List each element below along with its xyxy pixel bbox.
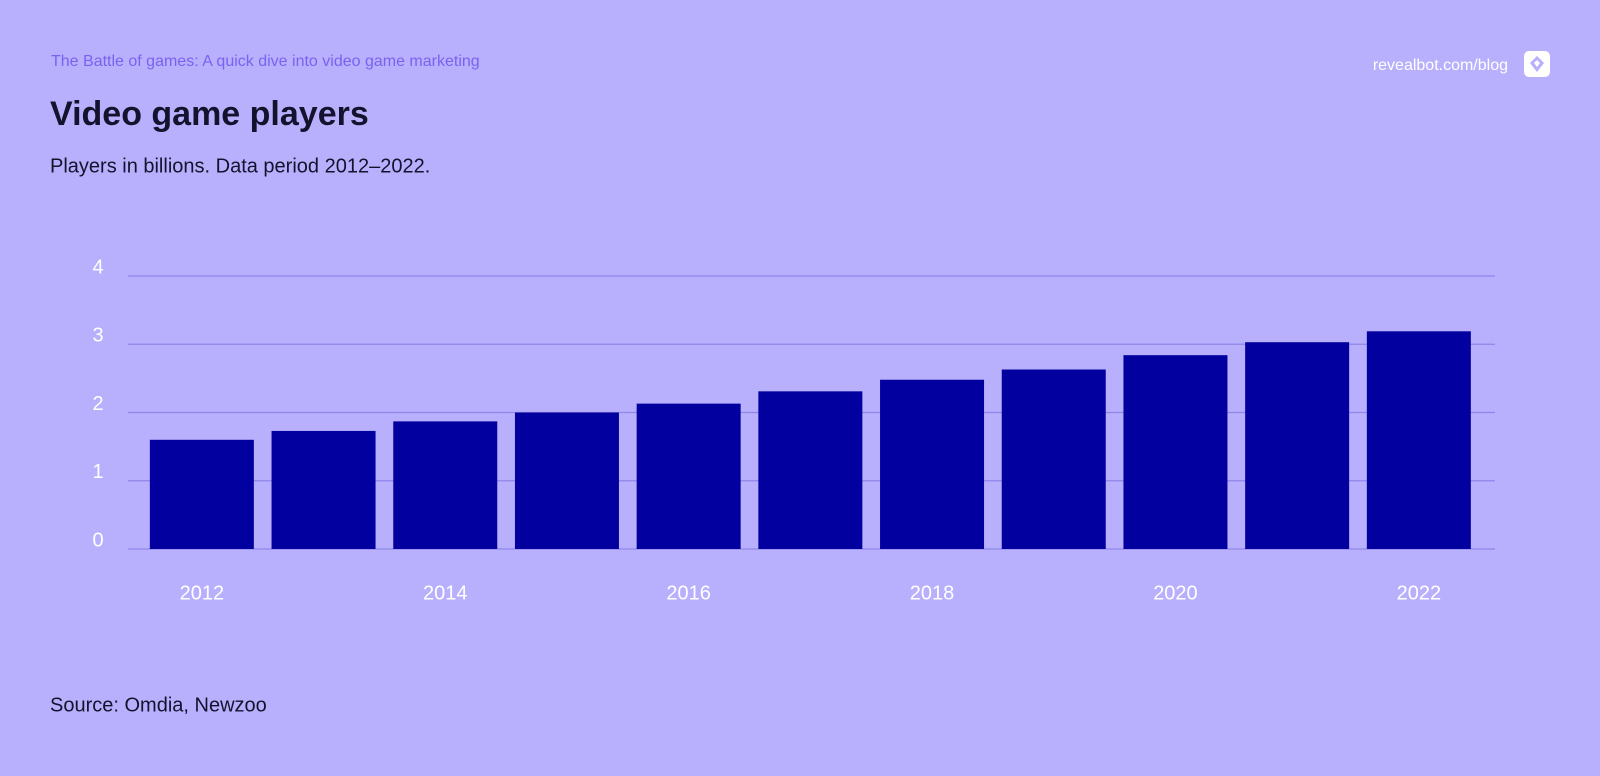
chart-title: Video game players: [50, 95, 369, 133]
bar: [149, 439, 254, 549]
x-tick-label: 2012: [180, 582, 225, 604]
y-tick-label: 0: [92, 529, 103, 551]
bar: [758, 391, 863, 549]
bar: [1366, 331, 1471, 549]
x-tick-label: 2014: [423, 582, 468, 604]
y-tick-label: 3: [92, 325, 103, 347]
x-tick-label: 2020: [1153, 582, 1198, 604]
site-link[interactable]: revealbot.com/blog: [1373, 57, 1508, 74]
bar: [271, 430, 376, 549]
bar: [1123, 355, 1228, 549]
kicker: The Battle of games: A quick dive into v…: [51, 53, 480, 70]
y-tick-label: 2: [92, 393, 103, 415]
x-tick-label: 2022: [1397, 582, 1442, 604]
site-logo: [1524, 51, 1550, 77]
bar: [636, 403, 741, 549]
bar: [1245, 342, 1350, 549]
bar: [514, 412, 619, 549]
bar: [880, 379, 985, 549]
y-tick-label: 1: [92, 461, 103, 483]
y-tick-label: 4: [92, 256, 103, 278]
x-tick-label: 2018: [910, 582, 955, 604]
bar: [1001, 369, 1106, 549]
x-tick-label: 2016: [666, 582, 711, 604]
source-note: Source: Omdia, Newzoo: [50, 694, 267, 716]
bar: [393, 421, 498, 549]
chart-subtitle: Players in billions. Data period 2012–20…: [50, 155, 430, 177]
